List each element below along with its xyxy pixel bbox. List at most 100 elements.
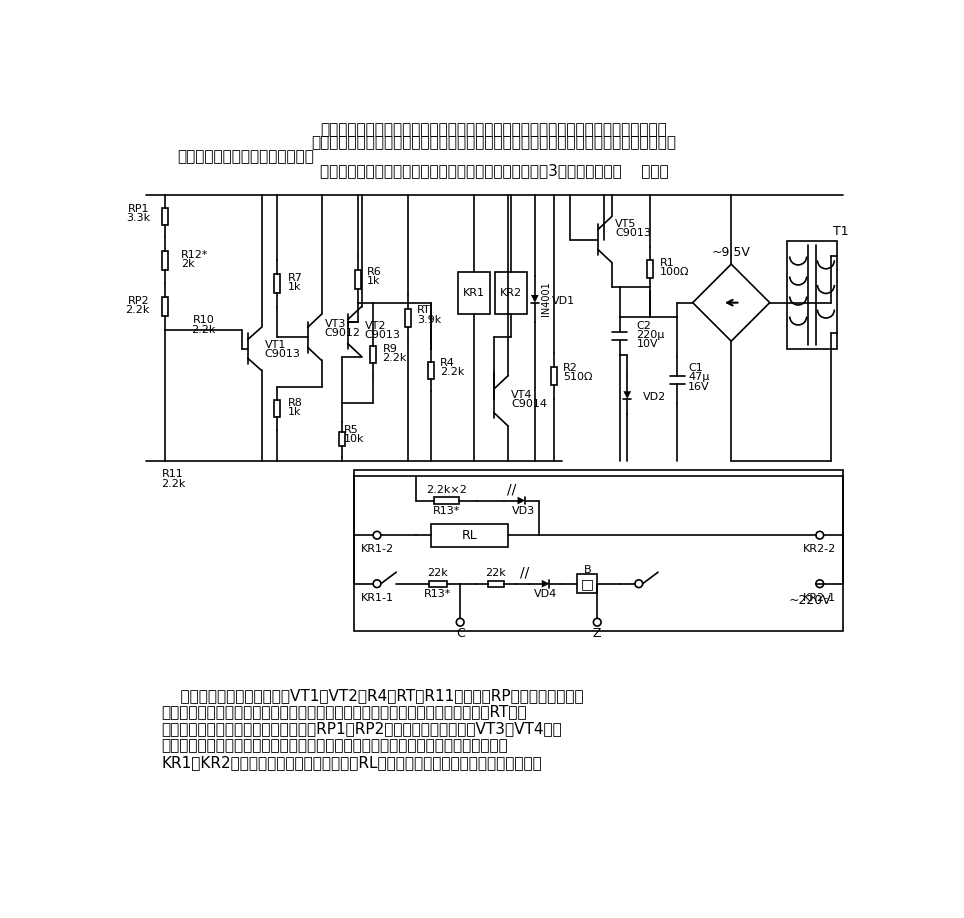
Bar — [458, 272, 491, 314]
Text: VT4: VT4 — [511, 390, 532, 400]
Text: VT2: VT2 — [364, 320, 387, 330]
Bar — [429, 580, 446, 587]
Text: VT5: VT5 — [615, 219, 636, 230]
Text: 放大器，其作用是将温度传感器送来的信号转换成电信号加以放大。其中热敏电阻RT为温: 放大器，其作用是将温度传感器送来的信号转换成电信号加以放大。其中热敏电阻RT为温 — [161, 705, 527, 720]
Text: C2: C2 — [636, 320, 652, 330]
Text: T1: T1 — [833, 225, 849, 239]
Text: KR1: KR1 — [463, 288, 485, 298]
Text: 10k: 10k — [344, 434, 364, 444]
Text: R1: R1 — [659, 258, 675, 268]
Text: VT1: VT1 — [264, 340, 286, 350]
Bar — [162, 251, 169, 270]
Text: 22k: 22k — [485, 568, 506, 578]
Text: C9013: C9013 — [615, 229, 651, 239]
Text: 2.2k: 2.2k — [192, 325, 216, 334]
Text: 2.2k: 2.2k — [383, 353, 407, 364]
Text: 温度控制电路部分的前级由VT1、VT2及R4、RT、R11、电位器RP等元件组成的差分: 温度控制电路部分的前级由VT1、VT2及R4、RT、R11、电位器RP等元件组成… — [161, 688, 584, 702]
Text: R11: R11 — [161, 469, 183, 479]
Text: 47µ: 47µ — [688, 373, 710, 383]
Text: 220µ: 220µ — [636, 330, 665, 340]
Text: 盗报警、光控等实验装置中使用。: 盗报警、光控等实验装置中使用。 — [176, 150, 313, 164]
Text: R6: R6 — [367, 267, 382, 277]
Text: 510Ω: 510Ω — [563, 373, 593, 383]
Bar — [162, 207, 169, 225]
Text: 1k: 1k — [287, 407, 301, 417]
Text: R9: R9 — [383, 344, 397, 353]
Text: IN4001: IN4001 — [541, 282, 551, 316]
Bar — [370, 346, 376, 364]
Bar — [274, 400, 280, 417]
Text: R8: R8 — [287, 397, 303, 408]
Text: KR2: KR2 — [500, 288, 522, 298]
Text: 10V: 10V — [636, 340, 658, 349]
Text: 2.2k: 2.2k — [441, 367, 465, 377]
Polygon shape — [531, 295, 539, 303]
Bar — [355, 270, 361, 289]
Polygon shape — [518, 497, 525, 504]
Text: R13*: R13* — [424, 589, 451, 599]
Bar — [274, 274, 280, 293]
Bar — [495, 272, 527, 314]
Text: R13*: R13* — [433, 507, 460, 516]
Text: C9013: C9013 — [264, 349, 301, 359]
Text: //: // — [521, 565, 529, 580]
Text: 插座式自动温控器的特点是自动控温、自动加热、自动断电和自动转换电源。它不仅适: 插座式自动温控器的特点是自动控温、自动加热、自动断电和自动转换电源。它不仅适 — [321, 122, 667, 137]
Polygon shape — [624, 391, 631, 399]
Text: R5: R5 — [344, 425, 359, 435]
Bar — [405, 308, 411, 328]
Text: 2.2k: 2.2k — [161, 478, 186, 488]
Text: KR1、KR2工作，再由继电器控制电热元件RL与市电接通与否，达到自动温控的目的。: KR1、KR2工作，再由继电器控制电热元件RL与市电接通与否，达到自动温控的目的… — [161, 756, 542, 770]
Bar — [577, 575, 598, 593]
Text: R7: R7 — [287, 273, 303, 283]
Text: 2k: 2k — [180, 259, 195, 269]
Text: B: B — [583, 565, 591, 575]
Text: C: C — [456, 627, 465, 640]
Text: VD2: VD2 — [643, 392, 666, 401]
Text: R12*: R12* — [180, 250, 208, 260]
Bar — [434, 498, 459, 504]
Text: KR2-1: KR2-1 — [803, 593, 837, 602]
Text: 22k: 22k — [427, 568, 448, 578]
Text: ~220V: ~220V — [789, 594, 831, 607]
Text: KR1-1: KR1-1 — [361, 593, 393, 602]
Text: C1: C1 — [688, 364, 703, 373]
Text: 后两级直流放大器用以将前级差分放大器输出的温度控制信号放大，以控制负载继电器: 后两级直流放大器用以将前级差分放大器输出的温度控制信号放大，以控制负载继电器 — [161, 738, 508, 754]
Text: 16V: 16V — [688, 382, 710, 392]
Text: RT: RT — [417, 306, 431, 316]
Bar — [551, 366, 557, 385]
Text: VD1: VD1 — [551, 297, 575, 306]
Text: □: □ — [580, 577, 594, 590]
Text: 2.2k×2: 2.2k×2 — [426, 485, 467, 495]
Bar — [428, 362, 434, 378]
Text: Z: Z — [593, 627, 602, 640]
Text: VT3: VT3 — [325, 319, 346, 330]
Text: 3.9k: 3.9k — [417, 315, 442, 325]
Bar — [162, 297, 169, 316]
Bar — [488, 580, 503, 587]
Text: R4: R4 — [441, 358, 455, 368]
Text: 1k: 1k — [287, 282, 301, 292]
Text: KR2-2: KR2-2 — [803, 544, 837, 554]
Text: RP1: RP1 — [128, 204, 149, 214]
Polygon shape — [542, 580, 549, 588]
Text: 度传感器，装在温控感头里面。电位器RP1、RP2用于调节温度范围。由VT3、VT4组成: 度传感器，装在温控感头里面。电位器RP1、RP2用于调节温度范围。由VT3、VT… — [161, 722, 562, 736]
Bar — [354, 470, 843, 632]
Text: C9013: C9013 — [364, 330, 401, 340]
Text: 1k: 1k — [367, 276, 381, 286]
Text: ~9.5V: ~9.5V — [711, 246, 751, 259]
Text: 2.2k: 2.2k — [125, 306, 149, 316]
Text: R2: R2 — [563, 364, 578, 373]
Text: RL: RL — [462, 529, 477, 542]
Text: VD4: VD4 — [534, 589, 557, 599]
Text: 温控器电路包括温度控制电路、工作状态显示及稳压电源3部分。电路如图    所示。: 温控器电路包括温度控制电路、工作状态显示及稳压电源3部分。电路如图 所示。 — [320, 163, 668, 178]
Text: KR1-2: KR1-2 — [361, 544, 393, 554]
Bar — [787, 241, 837, 349]
Text: C9012: C9012 — [325, 329, 361, 339]
Text: 100Ω: 100Ω — [659, 267, 689, 277]
Text: 3.3k: 3.3k — [125, 213, 149, 223]
Bar — [647, 261, 654, 278]
Text: //: // — [507, 483, 517, 497]
Text: RP2: RP2 — [128, 297, 149, 306]
Text: R10: R10 — [193, 316, 215, 325]
Bar — [431, 523, 508, 547]
